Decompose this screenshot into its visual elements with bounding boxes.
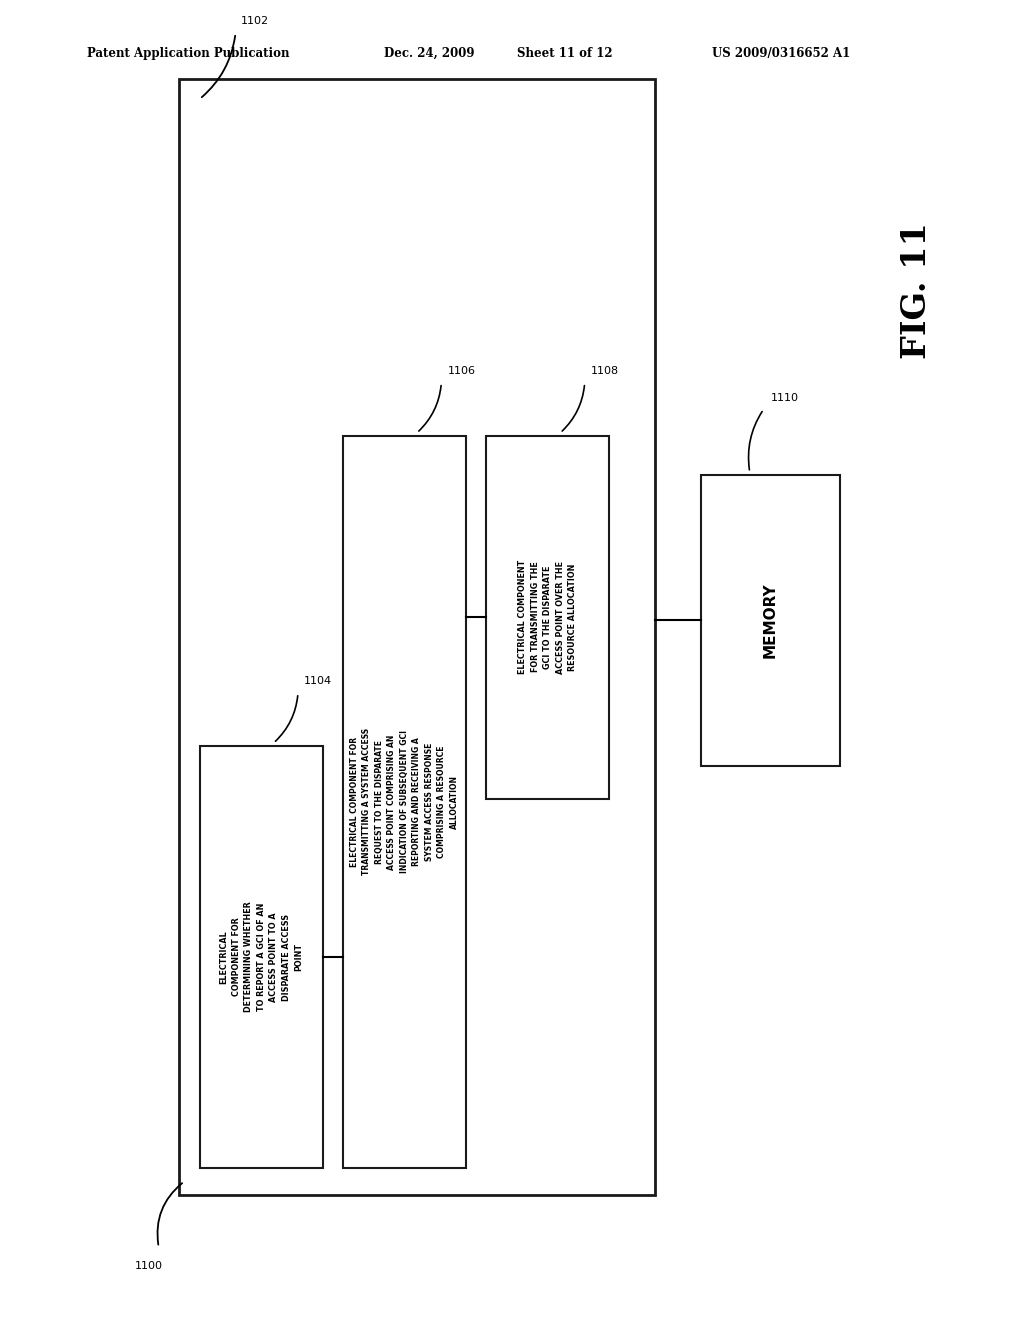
Text: MEMORY: MEMORY xyxy=(763,582,778,659)
Text: 1102: 1102 xyxy=(241,16,268,26)
Text: ELECTRICAL
COMPONENT FOR
DETERMINING WHETHER
TO REPORT A GCI OF AN
ACCESS POINT : ELECTRICAL COMPONENT FOR DETERMINING WHE… xyxy=(219,902,303,1012)
Bar xyxy=(200,746,323,1168)
Bar xyxy=(343,436,466,1168)
Text: 1110: 1110 xyxy=(771,392,799,403)
Text: FIG. 11: FIG. 11 xyxy=(900,222,933,359)
Bar xyxy=(701,475,840,766)
Bar xyxy=(179,79,655,1195)
Bar xyxy=(486,436,609,799)
Text: 1106: 1106 xyxy=(447,366,475,376)
Text: Dec. 24, 2009: Dec. 24, 2009 xyxy=(384,46,474,59)
Text: 1108: 1108 xyxy=(591,366,618,376)
Text: 1104: 1104 xyxy=(304,676,332,686)
Text: US 2009/0316652 A1: US 2009/0316652 A1 xyxy=(712,46,850,59)
Text: ELECTRICAL COMPONENT FOR
TRANSMITTING A SYSTEM ACCESS
REQUEST TO THE DISPARATE
A: ELECTRICAL COMPONENT FOR TRANSMITTING A … xyxy=(350,729,459,875)
Text: ELECTRICAL COMPONENT
FOR TRANSMITTING THE
GCI TO THE DISPARATE
ACCESS POINT OVER: ELECTRICAL COMPONENT FOR TRANSMITTING TH… xyxy=(518,560,578,675)
Text: Sheet 11 of 12: Sheet 11 of 12 xyxy=(517,46,612,59)
Text: 1100: 1100 xyxy=(134,1261,163,1271)
Text: Patent Application Publication: Patent Application Publication xyxy=(87,46,290,59)
